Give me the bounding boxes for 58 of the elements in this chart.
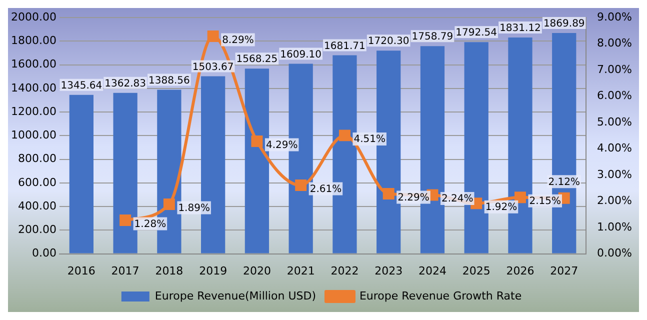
data-label: 1609.10 xyxy=(280,49,322,60)
x-tick-label: 2019 xyxy=(199,264,228,278)
data-label: 1362.83 xyxy=(104,78,146,90)
x-tick-label: 2025 xyxy=(462,264,490,278)
x-tick-label: 2016 xyxy=(67,264,96,278)
data-label: 2.24% xyxy=(441,194,474,205)
y-tick-label: 1000.00 xyxy=(10,128,56,142)
y-tick-label: 1200.00 xyxy=(10,104,56,118)
y2-tick-label: 6.00% xyxy=(597,89,632,102)
data-label: 1869.89 xyxy=(543,18,585,30)
x-tick-label: 2026 xyxy=(506,264,534,278)
data-label: 1681.71 xyxy=(324,40,366,52)
data-label: 1.28% xyxy=(134,218,166,230)
data-label: 2.61% xyxy=(310,184,342,195)
legend-label: Europe Revenue(Million USD) xyxy=(154,289,316,302)
y-tick-label: 1800.00 xyxy=(10,34,56,48)
x-tick-label: 2021 xyxy=(286,264,315,278)
data-label: 1.92% xyxy=(485,202,518,214)
x-tick-label: 2018 xyxy=(155,264,184,278)
data-label: 8.29% xyxy=(222,34,254,46)
y2-tick-label: 8.00% xyxy=(597,36,632,50)
x-tick-label: 2024 xyxy=(418,264,446,278)
y-tick-label: 600.00 xyxy=(18,176,56,189)
data-label: 1792.54 xyxy=(456,28,498,39)
data-label: 1568.25 xyxy=(236,54,278,66)
y2-tick-label: 5.00% xyxy=(597,115,632,128)
y2-tick-label: 3.00% xyxy=(597,168,632,181)
data-label: 1758.79 xyxy=(412,32,454,43)
data-label: 4.51% xyxy=(354,134,386,146)
data-label: 1388.56 xyxy=(148,75,190,86)
data-label: 2.15% xyxy=(529,196,562,207)
data-label: 1.89% xyxy=(178,202,210,214)
data-label: 2.12% xyxy=(548,176,580,188)
data-label: 1503.67 xyxy=(192,62,234,73)
y2-tick-label: 1.00% xyxy=(597,220,632,234)
x-tick-label: 2022 xyxy=(330,264,359,278)
x-tick-label: 2027 xyxy=(550,264,578,278)
x-tick-label: 2020 xyxy=(242,264,271,278)
y-tick-label: 200.00 xyxy=(18,223,56,236)
y-tick-label: 2000.00 xyxy=(10,10,56,24)
y-tick-label: 1600.00 xyxy=(10,58,56,71)
y2-tick-label: 7.00% xyxy=(597,62,632,76)
y-tick-label: 0.00 xyxy=(32,246,56,260)
data-label: 1831.12 xyxy=(500,23,541,34)
legend-label: Europe Revenue Growth Rate xyxy=(359,289,522,302)
data-label: 2.29% xyxy=(398,192,430,204)
data-label: 1720.30 xyxy=(368,36,410,48)
y-tick-label: 1400.00 xyxy=(10,81,56,94)
y-tick-label: 400.00 xyxy=(18,199,56,212)
x-tick-label: 2023 xyxy=(374,264,403,278)
y2-tick-label: 0.00% xyxy=(597,246,632,260)
data-label: 4.29% xyxy=(266,140,298,151)
y2-tick-label: 9.00% xyxy=(597,10,632,24)
y2-tick-label: 2.00% xyxy=(597,194,632,208)
y-tick-label: 800.00 xyxy=(18,152,56,166)
x-tick-label: 2017 xyxy=(111,264,140,278)
y2-tick-label: 4.00% xyxy=(597,142,632,155)
data-label: 1345.64 xyxy=(60,80,102,92)
